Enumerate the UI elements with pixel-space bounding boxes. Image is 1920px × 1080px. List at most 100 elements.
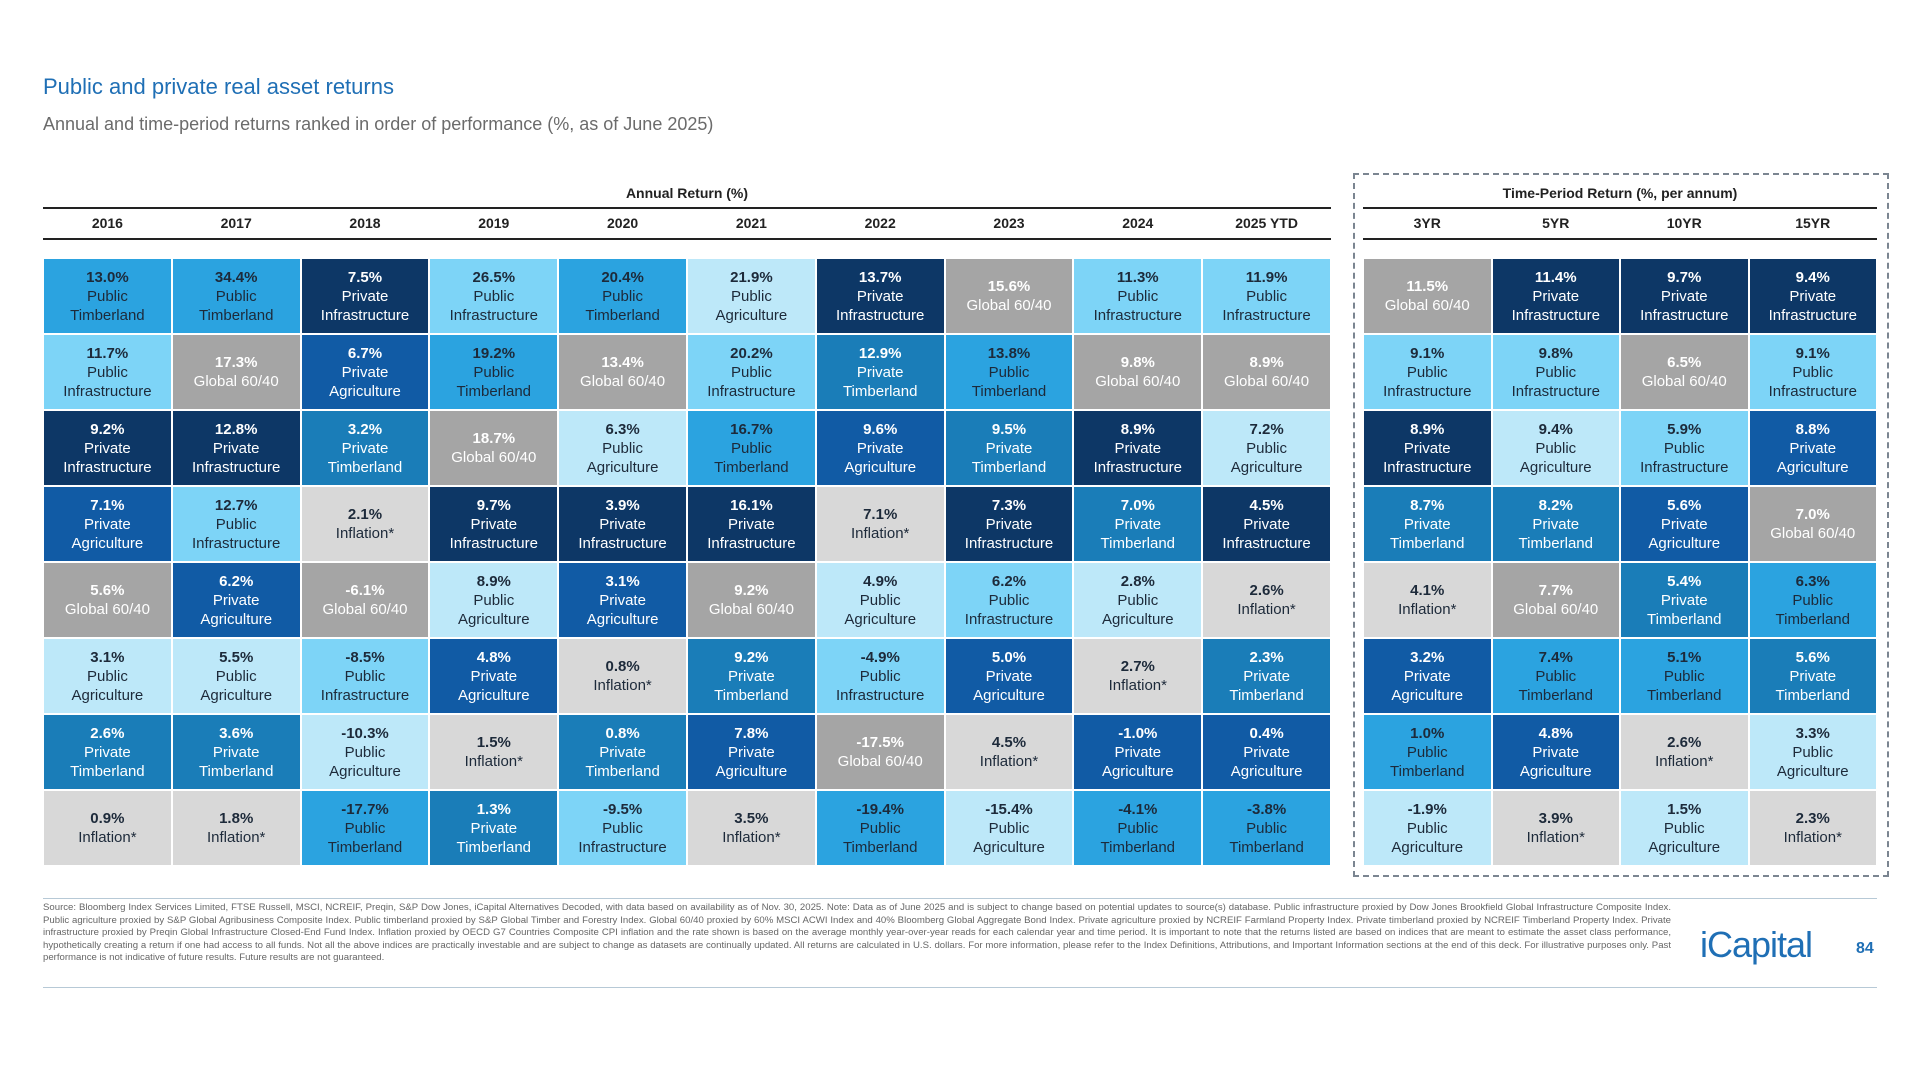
cell-label: Timberland — [842, 838, 918, 856]
cell: 9.2% Private Timberland — [688, 639, 815, 713]
cell-value: 8.8% — [1795, 420, 1830, 438]
cell-value: 12.7% — [214, 496, 258, 514]
cell-label: Private — [985, 667, 1033, 685]
column-header: 2020 — [607, 215, 639, 231]
cell-label: Public — [215, 667, 257, 685]
cell-label: Public — [730, 363, 772, 381]
cell-label: Timberland — [585, 306, 660, 324]
cell-label: Agriculture — [329, 382, 401, 400]
cell-value: 2.6% — [1667, 734, 1702, 751]
cell: 3.3% Public Agriculture — [1749, 715, 1876, 789]
cell-label: Infrastructure — [449, 534, 538, 552]
cell-value: -4.9% — [860, 648, 900, 666]
cell-label: Public — [1117, 591, 1159, 609]
cell-value: 8.9% — [476, 572, 511, 590]
cell-label: Private — [212, 439, 260, 457]
cell-label: Infrastructure — [1222, 306, 1311, 324]
cell-label: Inflation* — [1526, 829, 1585, 846]
cell-label: Private — [985, 439, 1033, 457]
cell: 5.1% Public Timberland — [1621, 639, 1748, 713]
cell-label: Inflation* — [722, 829, 781, 846]
cell: 2.1% Inflation* — [301, 487, 429, 561]
cell-label: Public — [1792, 363, 1834, 381]
cell-value: 1.5% — [476, 734, 511, 751]
cell-value: 34.4% — [214, 268, 258, 286]
cell-label: Private — [728, 743, 775, 761]
cell-value: 2.1% — [347, 506, 383, 523]
cell: 6.2% Private Agriculture — [172, 563, 300, 637]
cell-label: Infrastructure — [449, 306, 538, 324]
cell-value: 5.6% — [90, 582, 125, 599]
cell-label: Private — [1532, 287, 1580, 305]
cell-value: 4.5% — [991, 734, 1027, 751]
cell-value: 11.9% — [1245, 268, 1288, 286]
cell: 9.4% Public Agriculture — [1492, 411, 1619, 485]
cell-label: Infrastructure — [63, 382, 152, 400]
cell: 9.5% Private Timberland — [945, 411, 1073, 485]
cell: 0.4% Private Agriculture — [1203, 715, 1330, 789]
cell-label: Timberland — [1647, 610, 1722, 628]
column-header: 2017 — [220, 215, 252, 231]
cell-label: Global 60/40 — [1641, 373, 1727, 390]
cell-label: Infrastructure — [707, 534, 796, 552]
cell-label: Agriculture — [1230, 762, 1303, 780]
cell: 13.8% Public Timberland — [945, 335, 1073, 409]
cell-value: 5.5% — [219, 648, 254, 666]
cell: 7.7% Global 60/40 — [1492, 563, 1619, 637]
cell: 11.3% Public Infrastructure — [1074, 259, 1202, 333]
cell-label: Inflation* — [207, 829, 266, 846]
cell: 8.7% Private Timberland — [1364, 487, 1491, 561]
cell: 7.1% Private Agriculture — [44, 487, 171, 561]
cell-label: Agriculture — [200, 686, 273, 704]
cell-label: Global 60/40 — [580, 373, 666, 390]
cell: -3.8% Public Timberland — [1203, 791, 1330, 865]
cell: 4.1% Inflation* — [1364, 563, 1491, 637]
cell: 3.6% Private Timberland — [172, 715, 300, 789]
cell: 7.5% Private Infrastructure — [301, 259, 429, 333]
cell-label: Global 60/40 — [837, 753, 923, 770]
cell-label: Private — [1789, 667, 1837, 685]
cell-value: 6.3% — [1795, 572, 1830, 590]
cell-label: Inflation* — [979, 753, 1039, 770]
cell-label: Inflation* — [1783, 829, 1842, 846]
cell-value: 11.4% — [1534, 268, 1577, 286]
cell-value: 9.1% — [1410, 344, 1445, 362]
cell-label: Global 60/40 — [1770, 525, 1856, 542]
cell-value: 3.9% — [605, 496, 640, 514]
cell: 7.1% Inflation* — [816, 487, 944, 561]
cell-label: Timberland — [327, 838, 403, 856]
cell-label: Private — [599, 743, 646, 761]
cell: 17.3% Global 60/40 — [172, 335, 300, 409]
cell-value: -17.7% — [341, 800, 389, 818]
cell-value: 0.9% — [90, 810, 125, 827]
cell-label: Timberland — [971, 458, 1047, 476]
cell-value: 3.5% — [734, 810, 769, 827]
cell-label: Agriculture — [71, 686, 144, 704]
cell-label: Agriculture — [1101, 762, 1174, 780]
cell-label: Timberland — [1390, 534, 1465, 552]
cell-label: Timberland — [456, 838, 532, 856]
cell-label: Public — [1117, 819, 1159, 837]
cell-label: Agriculture — [586, 610, 659, 628]
cell-value: 2.3% — [1795, 810, 1830, 827]
cell-label: Private — [470, 819, 518, 837]
cell-value: 9.6% — [863, 420, 898, 438]
cell-value: -9.5% — [602, 800, 643, 818]
group-title: Time-Period Return (%, per annum) — [1502, 185, 1738, 201]
cell: 1.5% Public Agriculture — [1621, 791, 1748, 865]
subtitle: Annual and time-period returns ranked in… — [43, 114, 714, 134]
cell: 11.9% Public Infrastructure — [1203, 259, 1330, 333]
cell-value: -17.5% — [856, 734, 904, 751]
cell: 12.7% Public Infrastructure — [172, 487, 300, 561]
cell-value: 3.2% — [1410, 648, 1445, 666]
cell-label: Private — [1532, 743, 1580, 761]
cell-label: Private — [212, 743, 260, 761]
cell: 3.9% Private Infrastructure — [559, 487, 686, 561]
cell-value: 13.7% — [858, 268, 902, 286]
cell-label: Timberland — [1647, 686, 1722, 704]
cell-label: Global 60/40 — [1384, 297, 1470, 314]
footnote: Source: Bloomberg Index Services Limited… — [43, 902, 1671, 964]
cell-label: Global 60/40 — [1095, 373, 1181, 390]
title: Public and private real asset returns — [43, 74, 394, 99]
cell-value: 4.8% — [1538, 724, 1573, 742]
